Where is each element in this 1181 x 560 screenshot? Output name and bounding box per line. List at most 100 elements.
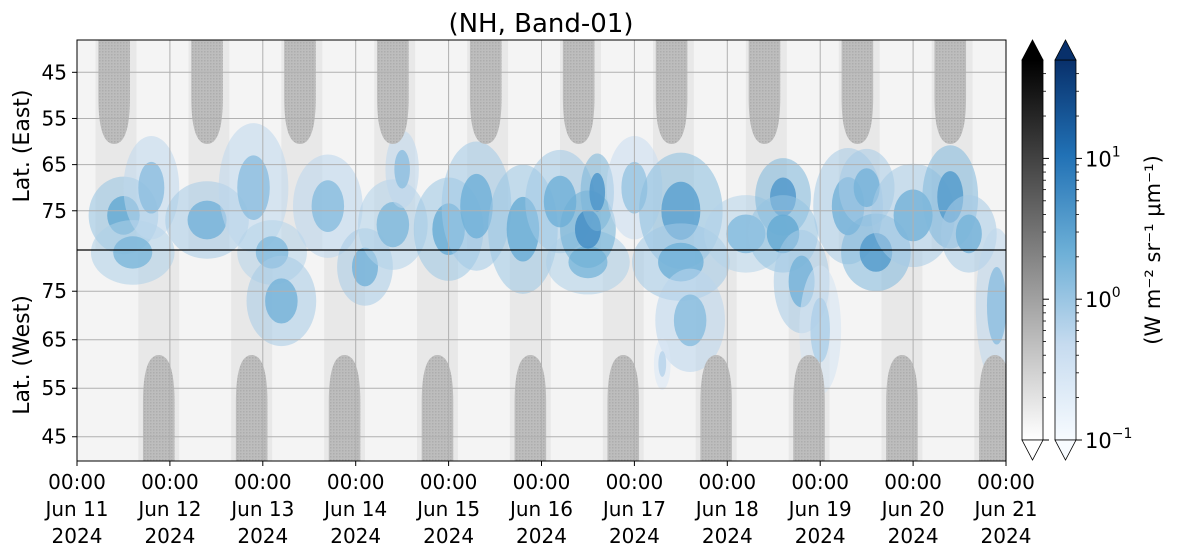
xtick-time: 00:00 — [141, 470, 199, 494]
xtick-label: 00:00 Jun 19 2024 — [787, 470, 852, 548]
night-mask-east — [562, 40, 595, 144]
ytick-label-west: 45 — [42, 425, 67, 449]
radiance-core — [394, 149, 410, 189]
ytick-label-west: 75 — [42, 279, 67, 303]
colorbar-blues-extend-min — [1054, 439, 1077, 461]
xtick-label: 00:00 Jun 16 2024 — [508, 470, 573, 548]
xtick-year: 2024 — [702, 524, 753, 548]
colorbar-gray-extend-min — [1021, 439, 1044, 461]
xtick-date: Jun 14 — [322, 497, 387, 521]
colorbar-blues-body — [1054, 59, 1077, 441]
colorbar-tick-label: 10−1 — [1085, 426, 1132, 453]
xtick-date: Jun 21 — [972, 497, 1037, 521]
night-mask-east — [841, 40, 874, 144]
night-mask-west — [886, 355, 918, 461]
ytick-label-west: 55 — [42, 376, 67, 400]
colorbar-label: (W m⁻² sr⁻¹ μm⁻¹) — [1141, 155, 1165, 345]
colorbar-blues-extend-max — [1054, 39, 1077, 61]
xtick-time: 00:00 — [420, 470, 478, 494]
xtick-time: 00:00 — [977, 470, 1035, 494]
radiance-core — [113, 236, 153, 269]
xtick-label: 00:00 Jun 13 2024 — [229, 470, 294, 548]
xtick-label: 00:00 Jun 12 2024 — [136, 470, 201, 548]
xtick-date: Jun 13 — [229, 497, 294, 521]
night-mask-east — [655, 40, 688, 144]
xtick-time: 00:00 — [327, 470, 385, 494]
xtick-label: 00:00 Jun 18 2024 — [694, 470, 759, 548]
night-mask-west — [328, 355, 361, 461]
xtick-label: 00:00 Jun 11 2024 — [43, 470, 108, 548]
colorbar-gray-body — [1021, 59, 1044, 441]
colorbar-tick-label: 101 — [1085, 144, 1121, 171]
xtick-label: 00:00 Jun 14 2024 — [322, 470, 387, 548]
x-axis-ticks: 00:00 Jun 11 2024 00:00 Jun 12 2024 00:00 Jun 1… — [43, 461, 1038, 548]
night-mask-west — [979, 355, 1006, 461]
night-mask-west — [607, 355, 640, 461]
xtick-date: Jun 12 — [136, 497, 201, 521]
xtick-year: 2024 — [144, 524, 195, 548]
colorbar-gray — [1021, 39, 1044, 461]
radiance-core — [265, 278, 298, 324]
night-mask-west — [235, 355, 268, 461]
radiance-core — [658, 351, 667, 377]
ytick-label-west: 65 — [42, 328, 67, 352]
night-mask-west — [142, 355, 175, 461]
night-mask-east — [98, 40, 130, 144]
colorbar-blues — [1054, 39, 1077, 461]
xtick-date: Jun 18 — [694, 497, 759, 521]
xtick-label: 00:00 Jun 21 2024 — [972, 470, 1037, 548]
xtick-year: 2024 — [237, 524, 288, 548]
xtick-date: Jun 16 — [508, 497, 573, 521]
radiance-core — [138, 161, 165, 214]
colorbar-label-text: (W m⁻² sr⁻¹ μm⁻¹) — [1141, 155, 1165, 345]
chart-title: (NH, Band-01) — [448, 9, 633, 39]
xtick-time: 00:00 — [884, 470, 942, 494]
xtick-date: Jun 20 — [880, 497, 945, 521]
night-mask-east — [191, 40, 223, 144]
colorbar-gray-extend-max — [1021, 39, 1044, 61]
night-mask-west — [793, 355, 825, 461]
ytick-label-east: 55 — [42, 106, 67, 130]
xtick-year: 2024 — [981, 524, 1032, 548]
night-mask-east — [748, 40, 781, 144]
night-mask-west — [514, 355, 547, 461]
xtick-date: Jun 15 — [415, 497, 480, 521]
xtick-time: 00:00 — [513, 470, 571, 494]
xtick-time: 00:00 — [606, 470, 664, 494]
night-mask-west — [421, 355, 454, 461]
colorbar-tick-label: 100 — [1085, 285, 1121, 312]
radiance-core — [673, 294, 707, 347]
xtick-year: 2024 — [888, 524, 939, 548]
night-mask-east — [469, 40, 502, 144]
ylabel-east: Lat. (East) — [10, 90, 35, 203]
xtick-time: 00:00 — [791, 470, 849, 494]
xtick-time: 00:00 — [48, 470, 106, 494]
night-mask-west — [700, 355, 732, 461]
y-axis-ticks: 45 55 65 75 75 65 55 45 — [42, 60, 77, 449]
xtick-year: 2024 — [516, 524, 567, 548]
xtick-date: Jun 11 — [43, 497, 108, 521]
radiance-core — [311, 180, 345, 232]
ylabel-west: Lat. (West) — [10, 295, 35, 415]
xtick-date: Jun 17 — [601, 497, 666, 521]
xtick-year: 2024 — [423, 524, 474, 548]
radiance-core — [460, 173, 493, 239]
xtick-time: 00:00 — [234, 470, 292, 494]
ytick-label-east: 65 — [42, 153, 67, 177]
radiance-core — [986, 267, 1006, 345]
xtick-label: 00:00 Jun 15 2024 — [415, 470, 480, 548]
radiance-core — [853, 168, 880, 208]
radiance-core — [237, 155, 270, 220]
night-mask-east — [284, 40, 316, 144]
xtick-year: 2024 — [609, 524, 660, 548]
xtick-label: 00:00 Jun 17 2024 — [601, 470, 666, 548]
xtick-year: 2024 — [795, 524, 846, 548]
xtick-year: 2024 — [52, 524, 103, 548]
plot-area — [77, 40, 1006, 461]
xtick-date: Jun 19 — [787, 497, 852, 521]
night-mask-east — [934, 40, 967, 144]
ytick-label-east: 45 — [42, 60, 67, 84]
radiance-core — [376, 202, 410, 248]
